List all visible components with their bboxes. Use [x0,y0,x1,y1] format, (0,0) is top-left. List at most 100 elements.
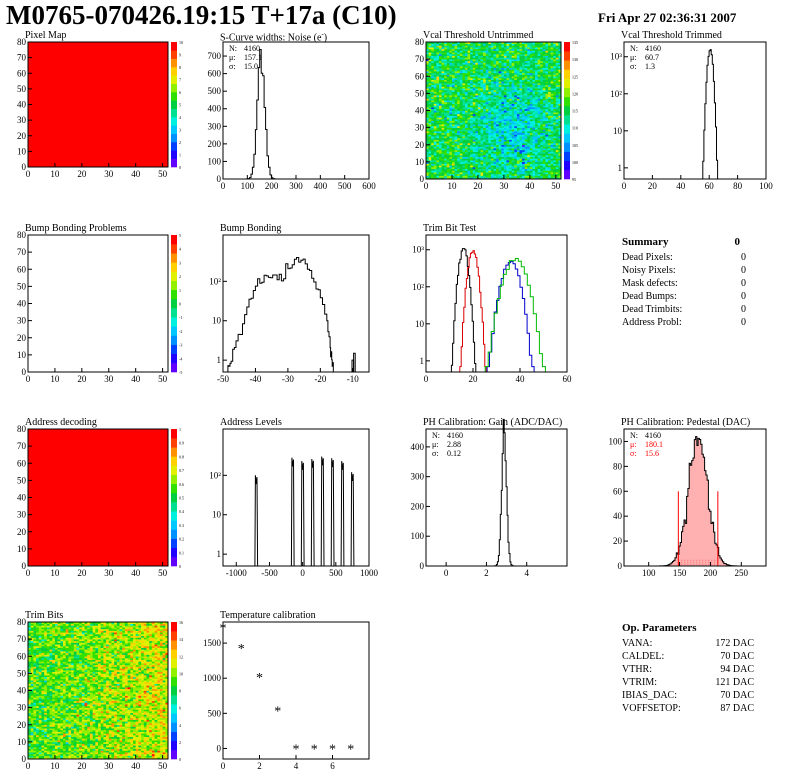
heatmap-cell [545,164,548,166]
heatmap-cell [468,143,471,145]
heatmap-cell [434,47,437,49]
heatmap-cell [540,93,543,95]
heatmap-cell [545,95,548,97]
heatmap-cell [517,128,520,130]
heatmap-cell [548,83,551,85]
heatmap-cell [522,143,525,145]
palette-tick-label: 6 [179,90,181,95]
heatmap-cell [431,88,434,90]
heatmap-cell [473,136,476,138]
heatmap-cell [512,167,515,169]
heatmap-cell [545,49,548,51]
heatmap-cell [532,54,535,56]
heatmap-cell [491,68,494,70]
x-tick-label: 20 [469,374,479,384]
heatmap-cell [442,162,445,164]
heatmap-cell [473,75,476,77]
heatmap-cell [455,85,458,87]
heatmap-cell [486,100,489,102]
heatmap-cell [506,88,509,90]
heatmap-cell [488,71,491,73]
heatmap-cell [481,68,484,70]
heatmap-cell [548,150,551,152]
heatmap-cell [442,152,445,154]
heatmap-cell [465,71,468,73]
heatmap-cell [481,170,484,172]
heatmap-cell [494,138,497,140]
heatmap-cell [449,140,452,142]
heatmap-cell [538,51,541,53]
heatmap-cell [512,104,515,106]
palette-tick-label: 0.3 [179,523,184,528]
heatmap-cell [138,750,141,752]
heatmap-cell [499,69,502,71]
heatmap-cell [514,88,517,90]
heatmap-cell [460,105,463,107]
heatmap-cell [444,119,447,121]
heatmap-cell [486,75,489,77]
heatmap-cell [527,45,530,47]
heatmap-cell [512,85,515,87]
heatmap-cell [473,93,476,95]
heatmap-cell [488,69,491,71]
heatmap-cell [470,117,473,119]
heatmap-cell [494,167,497,169]
heatmap-cell [60,750,63,752]
heatmap-cell [545,119,548,121]
heatmap-cell [527,80,530,82]
heatmap-cell [548,66,551,68]
heatmap-cell [429,155,432,157]
heatmap-cell [506,136,509,138]
heatmap-cell [439,164,442,166]
heatmap-cell [470,176,473,178]
heatmap-cell [442,164,445,166]
heatmap-cell [494,47,497,49]
heatmap-cell [548,64,551,66]
heatmap-cell [491,174,494,176]
heatmap-cell [58,754,61,756]
heatmap-cell [540,176,543,178]
heatmap-cell [460,95,463,97]
heatmap-cell [442,165,445,167]
heatmap-cell [431,51,434,53]
heatmap-cell [538,61,541,63]
heatmap-cell [504,59,507,61]
heatmap-cell [551,54,554,56]
heatmap-cell [488,54,491,56]
palette-tick-label: 95 [572,177,576,182]
y-tick-label: 20 [415,140,425,150]
heatmap-cell [519,146,522,148]
heatmap-cell [491,146,494,148]
heatmap-cell [535,133,538,135]
heatmap-cell [522,93,525,95]
palette-swatch [171,345,177,354]
heatmap-cell [431,85,434,87]
heatmap-cell [540,59,543,61]
heatmap-cell [486,146,489,148]
heatmap-cell [522,52,525,54]
heatmap-cell [473,49,476,51]
heatmap-cell [449,138,452,140]
heatmap-cell [553,150,556,152]
heatmap-cell [470,167,473,169]
heatmap-cell [429,152,432,154]
heatmap-cell [483,176,486,178]
palette-tick-label: 0.4 [179,509,184,514]
heatmap-cell [530,112,533,114]
heatmap-cell [527,169,530,171]
heatmap-cell [512,99,515,101]
heatmap-cell [483,66,486,68]
heatmap-cell [460,45,463,47]
heatmap-cell [470,164,473,166]
heatmap-cell [532,143,535,145]
heatmap-cell [444,114,447,116]
heatmap-cell [517,85,520,87]
heatmap-cell [486,81,489,83]
heatmap-cell [501,93,504,95]
heatmap-cell [439,116,442,118]
heatmap-cell [447,165,450,167]
heatmap-cell [519,126,522,128]
heatmap-cell [509,133,512,135]
heatmap-cell [449,148,452,150]
heatmap-cell [514,152,517,154]
